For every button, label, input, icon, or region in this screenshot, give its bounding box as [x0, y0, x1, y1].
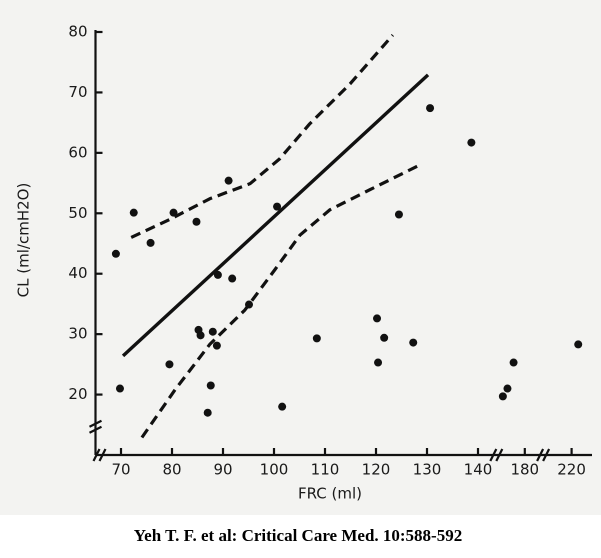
- data-point: [146, 238, 155, 247]
- y-tick-label: 30: [68, 325, 87, 343]
- x-tick-label: 100: [260, 461, 289, 479]
- data-point: [203, 408, 212, 417]
- data-point: [206, 381, 215, 390]
- y-tick-label: 40: [68, 264, 87, 282]
- axis-break: [489, 448, 504, 462]
- data-point: [509, 358, 518, 367]
- data-point: [224, 176, 233, 185]
- data-point: [380, 333, 389, 342]
- y-tick-label: 20: [68, 385, 87, 403]
- data-point: [212, 341, 221, 350]
- confidence-band: [140, 163, 421, 439]
- data-point: [208, 327, 217, 336]
- data-point: [498, 392, 507, 401]
- data-point: [467, 138, 476, 147]
- y-tick-label: 80: [68, 23, 87, 41]
- data-point: [426, 104, 435, 113]
- axis-break: [89, 419, 102, 434]
- data-point: [278, 402, 287, 411]
- data-point: [273, 202, 282, 211]
- y-axis-label: CL (ml/cmH2O): [15, 183, 33, 298]
- x-tick-label: 90: [213, 461, 232, 479]
- y-tick-label: 70: [68, 83, 87, 101]
- x-tick-label: 130: [413, 461, 442, 479]
- data-point: [192, 217, 201, 226]
- x-tick-label: 180: [510, 461, 539, 479]
- x-tick-label: 110: [311, 461, 340, 479]
- data-point: [312, 334, 321, 343]
- data-point: [374, 358, 383, 367]
- data-point: [409, 338, 418, 347]
- x-axis-label: FRC (ml): [298, 485, 362, 503]
- data-point: [213, 270, 222, 279]
- data-point: [111, 249, 120, 258]
- caption: Yeh T. F. et al: Critical Care Med. 10:5…: [134, 526, 462, 545]
- x-tick-label: 80: [162, 461, 181, 479]
- x-tick-label: 70: [111, 461, 130, 479]
- axis-break: [536, 448, 551, 462]
- data-point: [373, 314, 382, 323]
- data-point: [503, 384, 512, 393]
- data-point: [115, 384, 124, 393]
- x-tick-label: 220: [557, 461, 586, 479]
- data-point: [165, 360, 174, 369]
- data-point: [228, 274, 237, 283]
- paper: [0, 0, 601, 515]
- data-point: [574, 340, 583, 349]
- y-tick-label: 60: [68, 143, 87, 161]
- data-point: [129, 208, 138, 217]
- confidence-band: [130, 33, 395, 239]
- x-tick-label: 140: [464, 461, 493, 479]
- data-point: [394, 210, 403, 219]
- axis-break: [92, 448, 107, 462]
- data-point: [196, 331, 205, 340]
- x-tick-label: 120: [362, 461, 391, 479]
- y-tick-label: 50: [68, 204, 87, 222]
- regression-line: [121, 73, 430, 358]
